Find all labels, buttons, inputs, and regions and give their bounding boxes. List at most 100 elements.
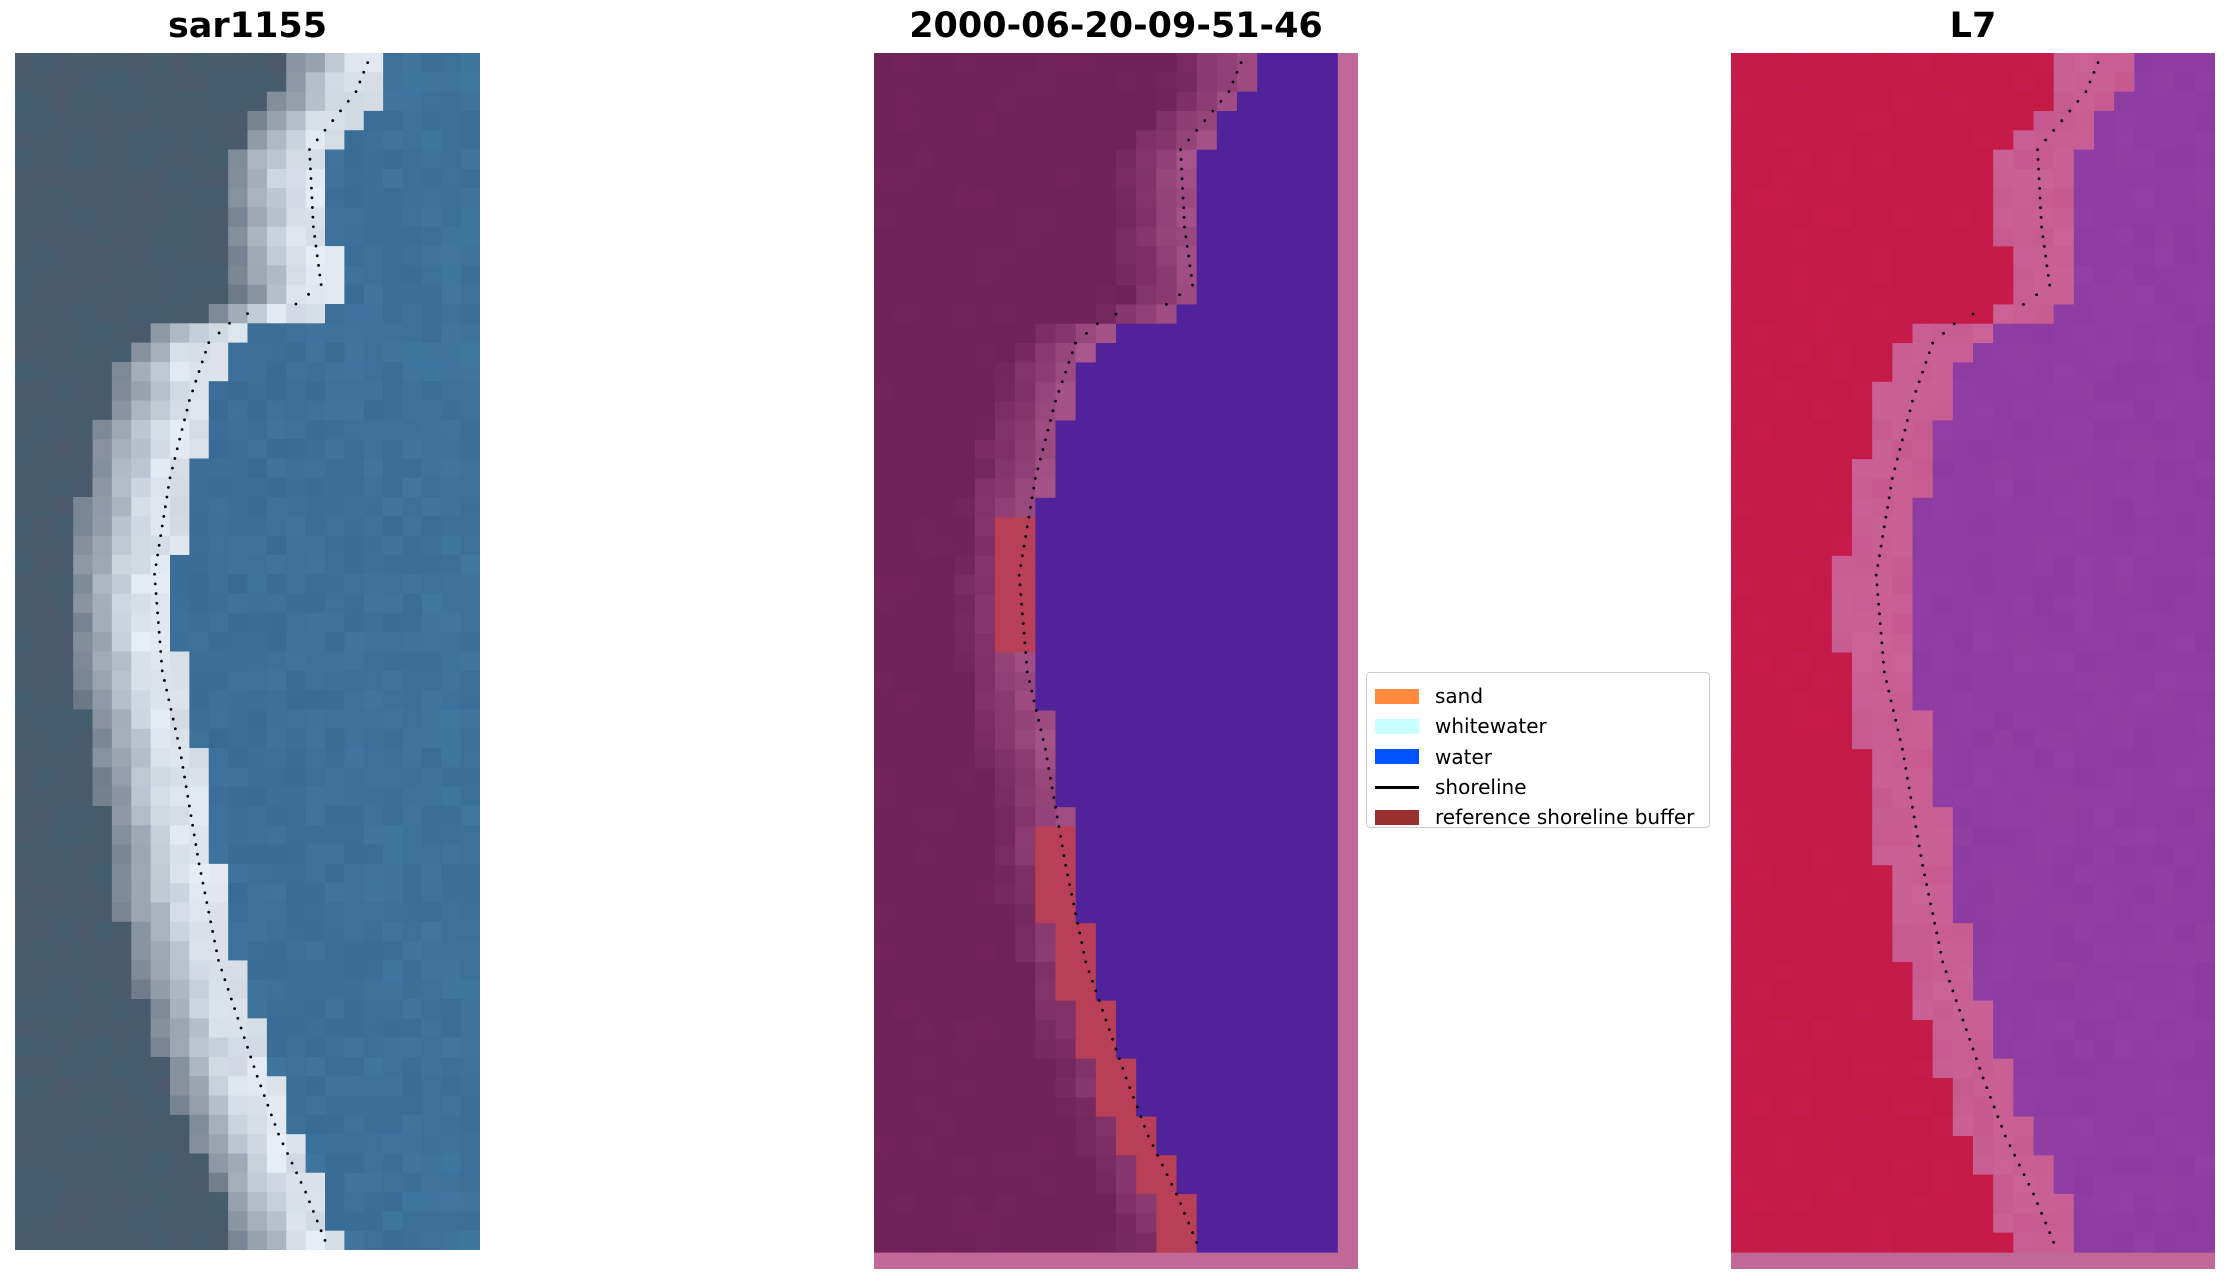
pixel-cell [1237, 207, 1258, 228]
pixel-cell [1297, 710, 1319, 731]
pixel-cell [1015, 497, 1036, 518]
shoreline-point [1143, 1124, 1146, 1128]
pixel-cell [73, 805, 94, 826]
pixel-cell [2013, 1174, 2035, 1195]
pixel-cell [1297, 53, 1319, 73]
pixel-cell [460, 72, 480, 93]
pixel-cell [1337, 111, 1358, 131]
pixel-cell [1751, 478, 1772, 499]
pixel-cell [15, 497, 35, 517]
pixel-cell [1993, 1019, 2014, 1040]
pixel-cell [1337, 633, 1358, 654]
shoreline-point [1165, 303, 1168, 306]
pixel-cell [1831, 420, 1853, 441]
pixel-cell [1932, 865, 1954, 886]
pixel-cell [325, 207, 345, 228]
pixel-cell [1892, 961, 1914, 982]
pixel-cell [92, 1172, 113, 1193]
pixel-cell [894, 1116, 915, 1137]
pixel-cell [995, 1193, 1016, 1214]
pixel-cell [1872, 1135, 1893, 1156]
pixel-cell [2194, 652, 2215, 673]
pixel-cell [228, 265, 249, 286]
pixel-cell [208, 902, 229, 923]
pixel-cell [1771, 420, 1793, 441]
pixel-cell [1216, 1116, 1238, 1137]
pixel-cell [170, 226, 190, 247]
pixel-cell [1055, 652, 1077, 673]
pixel-cell [1317, 787, 1339, 808]
pixel-cell [2134, 517, 2156, 538]
pixel-cell [2134, 633, 2156, 654]
shoreline-point [1183, 1211, 1186, 1215]
pixel-cell [460, 1076, 480, 1097]
pixel-cell [1831, 53, 1853, 73]
pixel-cell [1811, 865, 1833, 886]
pixel-cell [1035, 845, 1057, 866]
pixel-cell [34, 632, 55, 653]
pixel-cell [460, 265, 480, 286]
pixel-cell [1912, 923, 1934, 944]
pixel-cell [1176, 401, 1198, 422]
pixel-cell [286, 497, 307, 517]
pixel-cell [894, 265, 915, 286]
pixel-cell [305, 554, 326, 575]
pixel-cell [363, 748, 384, 768]
pixel-cell [1237, 285, 1258, 305]
pixel-cell [344, 1230, 365, 1250]
pixel-cell [1791, 981, 1813, 1002]
pixel-cell [421, 53, 442, 73]
pixel-cell [2154, 1019, 2176, 1040]
pixel-cell [1932, 1039, 1954, 1060]
pixel-cell [1317, 420, 1339, 441]
pixel-cell [2174, 536, 2196, 557]
pixel-cell [363, 381, 384, 402]
pixel-cell [111, 960, 132, 981]
pixel-cell [2094, 111, 2115, 131]
pixel-cell [1993, 594, 2014, 615]
shoreline-point [185, 408, 189, 412]
pixel-cell [1257, 497, 1278, 518]
pixel-cell [1852, 1135, 1873, 1156]
pixel-cell [1337, 246, 1358, 267]
pixel-cell [1095, 1019, 1117, 1040]
pixel-cell [2033, 923, 2055, 944]
pixel-cell [2073, 1174, 2095, 1195]
pixel-cell [1811, 72, 1833, 93]
pixel-cell [2033, 517, 2055, 538]
pixel-cell [2033, 729, 2055, 750]
shoreline-point [1902, 757, 1906, 761]
pixel-cell [874, 865, 895, 886]
pixel-cell [73, 284, 94, 305]
pixel-cell [1952, 613, 1974, 634]
pixel-cell [1116, 691, 1137, 712]
pixel-cell [954, 865, 976, 886]
pixel-cell [1196, 517, 1218, 538]
pixel-cell [995, 729, 1016, 750]
pixel-cell [34, 1230, 55, 1250]
pixel-cell [286, 1134, 307, 1155]
pixel-cell [1297, 1058, 1319, 1079]
pixel-cell [1237, 1039, 1258, 1060]
pixel-cell [874, 555, 895, 576]
pixel-cell [1993, 1232, 2014, 1253]
pixel-cell [1731, 691, 1752, 712]
pixel-cell [974, 1213, 996, 1234]
pixel-cell [325, 941, 345, 962]
pixel-cell [92, 1114, 113, 1135]
pixel-cell [1912, 1077, 1934, 1098]
pixel-cell [266, 690, 287, 711]
shoreline-point [183, 418, 186, 422]
pixel-cell [1216, 903, 1238, 924]
pixel-cell [2174, 1232, 2196, 1253]
pixel-cell [1791, 381, 1813, 402]
pixel-cell [383, 91, 404, 112]
shoreline-point [1070, 892, 1074, 896]
pixel-cell [73, 323, 94, 344]
pixel-cell [1015, 111, 1036, 131]
pixel-cell [1751, 1193, 1772, 1214]
pixel-cell [1015, 575, 1036, 596]
pixel-cell [1257, 729, 1278, 750]
pixel-cell [111, 574, 132, 595]
pixel-cell [344, 960, 365, 981]
